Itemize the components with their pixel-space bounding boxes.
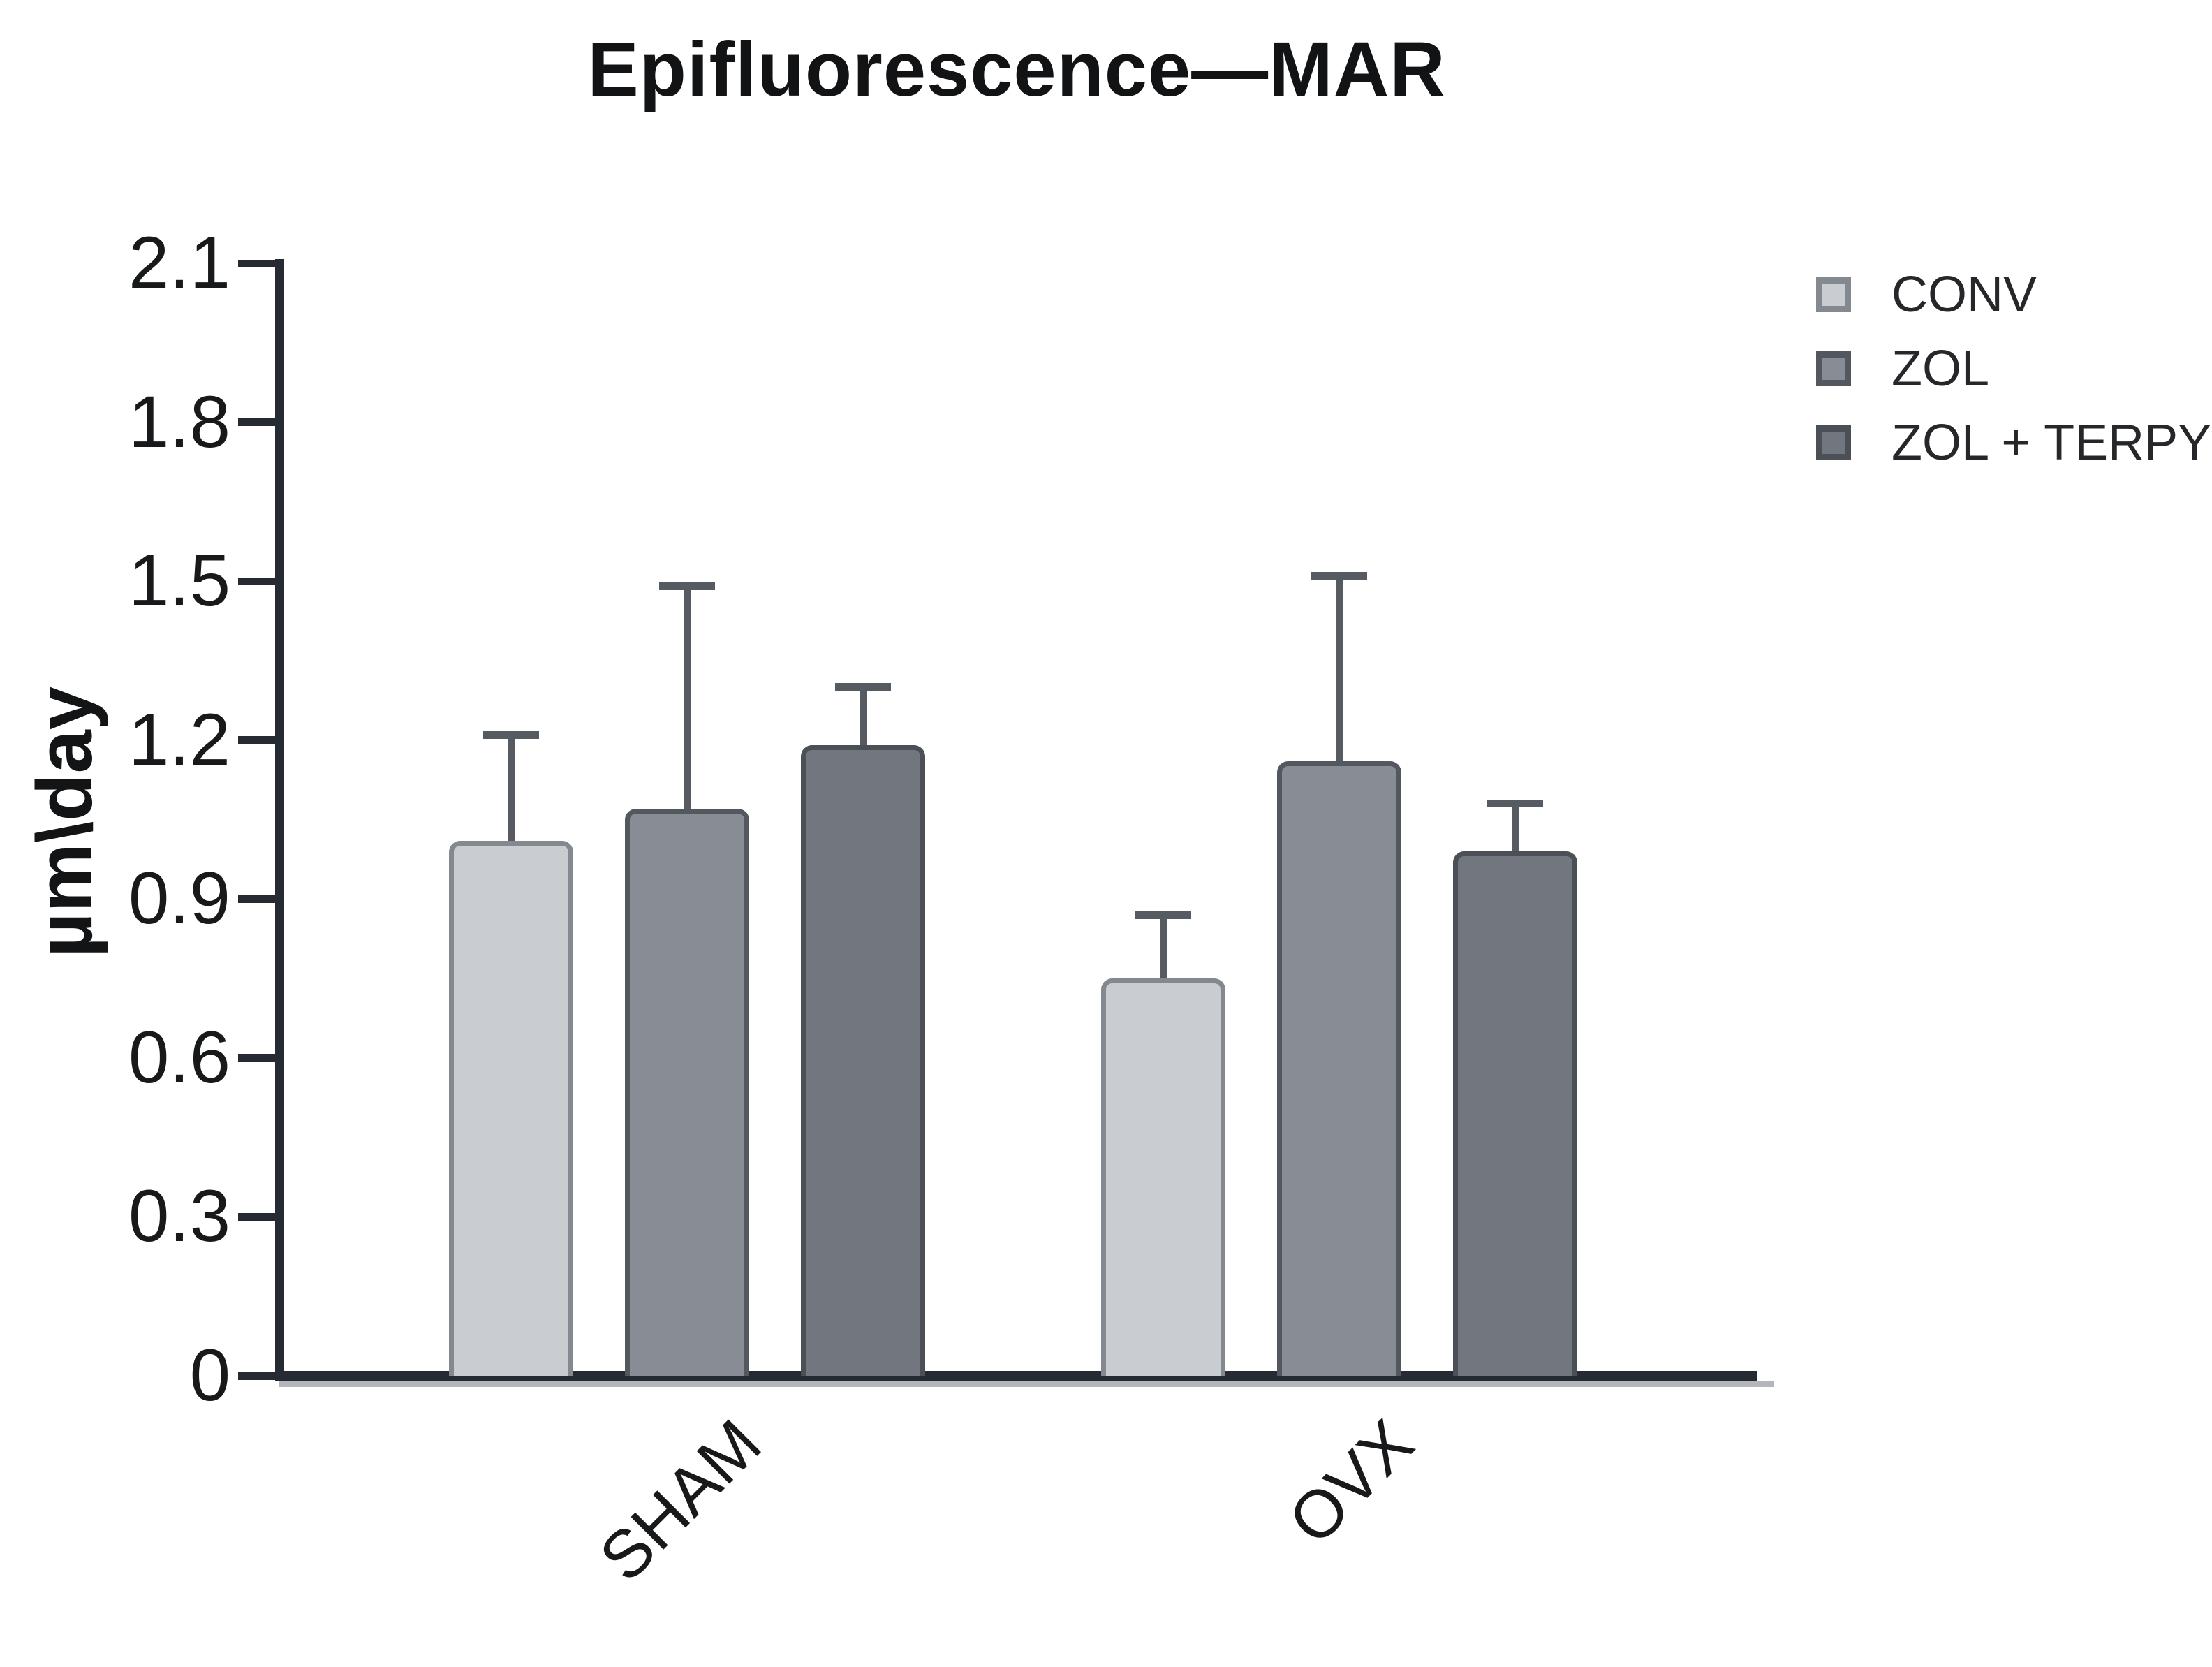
y-tick-label: 0 <box>189 1335 230 1416</box>
bar-sham-conv <box>449 840 573 1376</box>
bar-sham-zol-terpy <box>801 745 925 1376</box>
legend-swatch-icon <box>1816 277 1851 312</box>
legend-swatch-icon <box>1816 351 1851 386</box>
error-bar-cap <box>1487 800 1543 808</box>
error-bar-stem <box>508 735 515 849</box>
bar-sham-zol <box>625 809 749 1376</box>
error-bar-cap <box>659 582 715 591</box>
legend-label: CONV <box>1892 267 2037 323</box>
chart-title: Epifluorescence—MAR <box>587 27 1446 112</box>
y-tick-mark <box>238 895 277 903</box>
x-category-label: OVX <box>1274 1405 1428 1559</box>
y-tick-label: 0.3 <box>128 1175 230 1258</box>
x-category-label: SHAM <box>585 1405 776 1596</box>
bar-ovx-zol-terpy <box>1453 851 1577 1376</box>
legend-label: ZOL + TERPY <box>1892 415 2212 471</box>
x-axis-shadow <box>279 1381 1774 1387</box>
error-bar-stem <box>1512 803 1519 860</box>
bar-ovx-conv <box>1101 978 1225 1376</box>
legend-row: CONV <box>1816 267 2211 323</box>
error-bar-cap <box>483 730 539 739</box>
y-axis-line <box>275 259 284 1381</box>
error-bar-cap <box>835 683 891 691</box>
y-tick-mark <box>238 259 277 267</box>
y-tick-mark <box>238 577 277 585</box>
legend-swatch-icon <box>1816 425 1851 460</box>
y-tick-mark <box>238 418 277 427</box>
error-bar-stem <box>1160 915 1167 987</box>
legend-label: ZOL <box>1892 341 1990 397</box>
y-tick-label: 0.9 <box>128 858 230 940</box>
y-tick-label: 1.2 <box>128 698 230 781</box>
error-bar-cap <box>1135 911 1191 919</box>
y-tick-mark <box>238 1212 277 1221</box>
y-tick-label: 2.1 <box>128 222 230 304</box>
error-bar-cap <box>1311 572 1367 580</box>
y-tick-label: 0.6 <box>128 1016 230 1099</box>
error-bar-stem <box>860 686 867 754</box>
error-bar-stem <box>684 586 691 818</box>
y-tick-mark <box>238 1372 277 1380</box>
y-tick-label: 1.5 <box>128 540 230 622</box>
y-axis-label: µm\day <box>21 686 108 958</box>
y-tick-mark <box>238 736 277 744</box>
error-bar-stem <box>1336 575 1343 770</box>
legend: CONV ZOL ZOL + TERPY <box>1816 267 2211 493</box>
y-tick-label: 1.8 <box>128 381 230 463</box>
bar-ovx-zol <box>1277 761 1401 1376</box>
legend-row: ZOL <box>1816 341 2211 397</box>
y-tick-mark <box>238 1054 277 1062</box>
legend-row: ZOL + TERPY <box>1816 415 2211 471</box>
